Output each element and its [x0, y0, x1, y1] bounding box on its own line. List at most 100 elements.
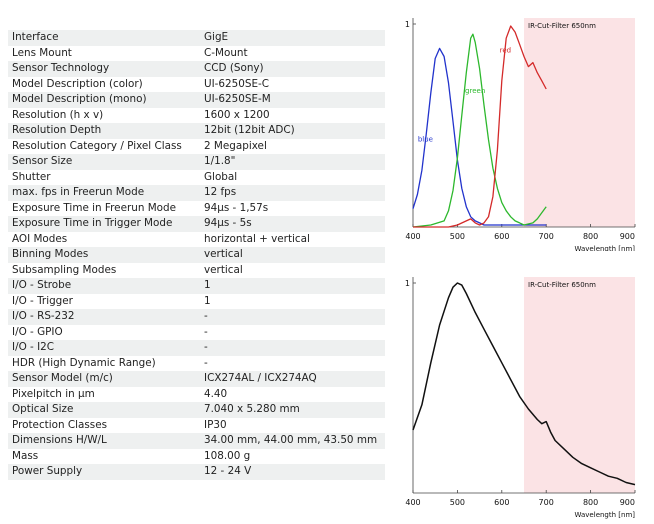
spec-value: 1/1.8" — [200, 154, 385, 170]
spec-value: 12bit (12bit ADC) — [200, 123, 385, 139]
spec-value: 12 fps — [200, 185, 385, 201]
spec-row: Pixelpitch in µm 4.40 — [8, 387, 385, 403]
spec-row: Binning Modes vertical — [8, 247, 385, 263]
spec-row: I/O - Trigger 1 — [8, 294, 385, 310]
spec-value: 7.040 x 5.280 mm — [200, 402, 385, 418]
spec-row: Optical Size 7.040 x 5.280 mm — [8, 402, 385, 418]
spec-value: 2 Megapixel — [204, 139, 267, 152]
spec-label: I/O - Strobe — [8, 278, 200, 294]
spec-value: 94µs - 5s — [200, 216, 385, 232]
spec-label: I/O - GPIO — [12, 325, 63, 338]
spec-row: HDR (High Dynamic Range) - — [8, 356, 385, 372]
spec-value: vertical — [204, 263, 243, 276]
spec-label: Subsampling Modes — [12, 263, 117, 276]
spec-label: I/O - I2C — [8, 340, 200, 356]
spec-label: Sensor Size — [8, 154, 200, 170]
spec-row: I/O - I2C - — [8, 340, 385, 356]
spec-value: - — [204, 356, 208, 369]
spec-value: 108.00 g — [204, 449, 251, 462]
spec-row: Resolution Depth 12bit (12bit ADC) — [8, 123, 385, 139]
series-line-blue — [412, 47, 547, 226]
spec-label: Dimensions H/W/L — [8, 433, 200, 449]
spec-row: Sensor Size 1/1.8" — [8, 154, 385, 170]
spec-value: UI-6250SE-C — [204, 77, 270, 90]
y-tick-label: 1 — [405, 279, 410, 288]
spec-label: Power Supply — [8, 464, 200, 480]
spec-label: Exposure Time in Freerun Mode — [12, 201, 177, 214]
spec-label: Mass — [12, 449, 39, 462]
series-line-green — [412, 33, 547, 228]
spec-row: max. fps in Freerun Mode 12 fps — [8, 185, 385, 201]
series-label-red: red — [500, 46, 511, 54]
spec-row: Exposure Time in Freerun Mode 94µs - 1,57… — [8, 201, 385, 217]
spec-row: Shutter Global — [8, 170, 385, 186]
x-tick-label: 900 — [620, 498, 635, 507]
spec-value: 1600 x 1200 — [204, 108, 270, 121]
spec-label: Optical Size — [8, 402, 200, 418]
series-line-response — [412, 282, 636, 486]
spec-value: 12 - 24 V — [200, 464, 385, 480]
spec-label: Shutter — [12, 170, 51, 183]
spec-label: Binning Modes — [8, 247, 200, 263]
x-tick-label: 900 — [620, 232, 635, 241]
x-axis-label: Wavelength [nm] — [575, 245, 636, 251]
spec-value: - — [204, 325, 208, 338]
x-axis-label: Wavelength [nm] — [575, 511, 636, 519]
x-tick-label: 700 — [539, 498, 554, 507]
x-tick-label: 400 — [405, 232, 420, 241]
spec-value: - — [200, 309, 385, 325]
spec-row: Power Supply 12 - 24 V — [8, 464, 385, 480]
spec-row: AOI Modes horizontal + vertical — [8, 232, 385, 248]
ir-cut-filter-label: IR-Cut-Filter 650nm — [528, 22, 596, 30]
spec-value: 1 — [200, 278, 385, 294]
spec-label: Sensor Model (m/c) — [8, 371, 200, 387]
spec-row: Exposure Time in Trigger Mode 94µs - 5s — [8, 216, 385, 232]
spec-label: I/O - RS-232 — [8, 309, 200, 325]
spec-label: Model Description (mono) — [8, 92, 200, 108]
spec-value: CCD (Sony) — [200, 61, 385, 77]
spec-value: ICX274AL / ICX274AQ — [200, 371, 385, 387]
spec-label: I/O - Trigger — [12, 294, 73, 307]
spec-value: - — [200, 340, 385, 356]
spectral-sensitivity-color-plot: IR-Cut-Filter 650nm 1 400 500 600 700 800 900 Wa… — [405, 18, 636, 251]
y-tick-label: 1 — [405, 20, 410, 29]
spec-value: 34.00 mm, 44.00 mm, 43.50 mm — [200, 433, 385, 449]
x-tick-label: 800 — [583, 498, 598, 507]
spec-row: Model Description (color) UI-6250SE-C — [8, 77, 385, 93]
spec-row: Dimensions H/W/L 34.00 mm, 44.00 mm, 43.5… — [8, 433, 385, 449]
ir-cut-filter-band — [524, 277, 635, 493]
spec-value: 4.40 — [204, 387, 228, 400]
spec-row: Interface GigE — [8, 30, 385, 46]
specifications-table: Interface GigE Lens Mount C-Mount Sensor Tec… — [8, 30, 385, 480]
series-label-blue: blue — [418, 136, 433, 144]
ir-cut-filter-band — [524, 18, 635, 227]
spec-label: Model Description (color) — [12, 77, 143, 90]
spec-label: Resolution Depth — [8, 123, 200, 139]
spec-value: UI-6250SE-M — [200, 92, 385, 108]
spec-row: Sensor Model (m/c) ICX274AL / ICX274AQ — [8, 371, 385, 387]
spec-value: 1 — [204, 294, 211, 307]
spec-label: AOI Modes — [12, 232, 68, 245]
x-tick-label: 400 — [405, 498, 420, 507]
spec-row: Subsampling Modes vertical — [8, 263, 385, 279]
spec-value: 94µs - 1,57s — [204, 201, 269, 214]
spec-row: Lens Mount C-Mount — [8, 46, 385, 62]
spec-row: Protection Classes IP30 — [8, 418, 385, 434]
spectral-sensitivity-color-chart: IR-Cut-Filter 650nm 1 400 500 600 700 800 900 Wa… — [398, 6, 648, 251]
spec-row: Resolution Category / Pixel Class 2 Megap… — [8, 139, 385, 155]
x-tick-label: 800 — [583, 232, 598, 241]
spec-label: Lens Mount — [12, 46, 72, 59]
spec-label: Protection Classes — [12, 418, 108, 431]
spec-label: max. fps in Freerun Mode — [8, 185, 200, 201]
series-label-green: green — [465, 87, 485, 95]
x-tick-label: 600 — [494, 232, 509, 241]
spec-value: Global — [204, 170, 238, 183]
series-line-red — [413, 25, 547, 228]
x-tick-label: 600 — [494, 498, 509, 507]
spec-label: Sensor Technology — [8, 61, 200, 77]
spec-value: C-Mount — [204, 46, 248, 59]
spec-label: Resolution Category / Pixel Class — [12, 139, 182, 152]
spec-label: HDR (High Dynamic Range) — [12, 356, 156, 369]
x-tick-label: 500 — [450, 232, 465, 241]
spec-value: horizontal + vertical — [204, 232, 310, 245]
